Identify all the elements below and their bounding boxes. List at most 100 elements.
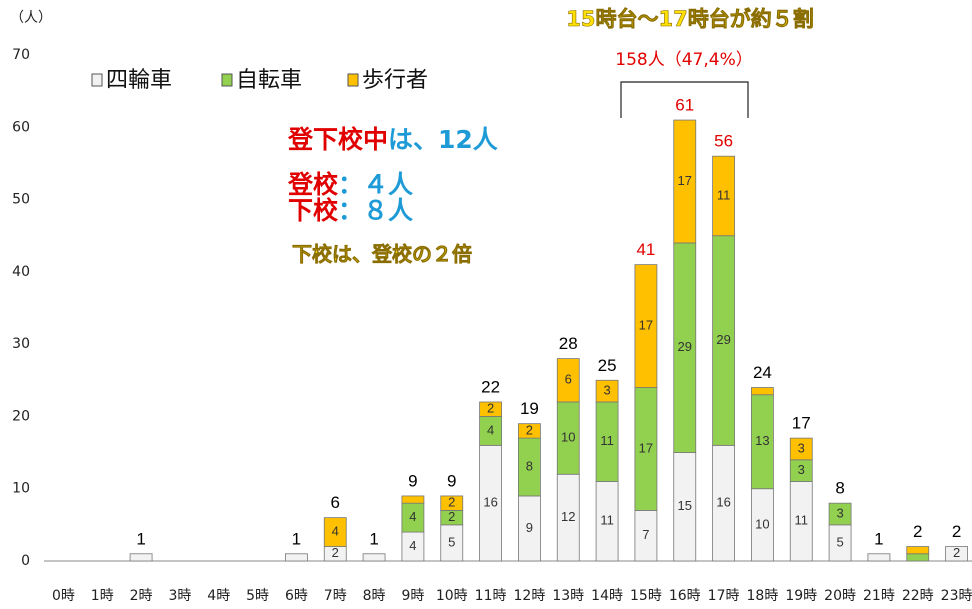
x-tick-label: 15時 [630, 588, 662, 604]
bar-segment [402, 496, 424, 503]
segment-label: 17 [639, 318, 653, 333]
segment-label: 5 [448, 534, 455, 549]
bar-segment [751, 388, 773, 395]
segment-label: 6 [565, 372, 572, 387]
chart: （人） 15時台～17時台が約５割 158人（47,4%） 0 10 20 30 40 5… [0, 0, 972, 609]
total-label: 6 [331, 493, 340, 512]
total-label: 2 [913, 522, 922, 541]
total-label: 8 [835, 479, 844, 498]
x-tick-label: 3時 [168, 588, 191, 604]
note-part: 下校 [288, 196, 339, 225]
segment-label: 4 [332, 524, 339, 539]
segment-label: 17 [639, 440, 653, 455]
segment-label: 3 [603, 383, 610, 398]
x-tick-label: 13時 [552, 588, 584, 604]
segment-label: 11 [600, 433, 614, 448]
segment-label: 9 [526, 520, 533, 535]
segment-label: 11 [600, 513, 614, 528]
x-tick-label: 4時 [207, 588, 230, 604]
total-label: 9 [408, 471, 417, 490]
legend-swatch [222, 74, 232, 86]
y-tick-label: 60 [12, 119, 30, 135]
segment-label: 4 [409, 509, 416, 524]
segment-label: 11 [795, 513, 809, 528]
y-axis-unit: （人） [10, 10, 52, 26]
note-part: 登校 [287, 170, 339, 199]
x-tick-label: 11時 [475, 588, 507, 604]
x-tick-label: 19時 [785, 588, 817, 604]
legend-swatch [348, 74, 358, 86]
note: 登校：４人 [287, 170, 413, 199]
note: 下校：８人 [288, 196, 413, 225]
x-tick-label: 22時 [902, 588, 934, 604]
x-tick-label: 14時 [591, 588, 623, 604]
segment-label: 12 [561, 509, 575, 524]
x-tick-label: 0時 [52, 588, 75, 604]
segment-label: 5 [836, 534, 843, 549]
total-label: 56 [714, 132, 733, 151]
legend-label: 自転車 [236, 68, 302, 93]
segment-label: 17 [678, 173, 692, 188]
y-tick-label: 30 [12, 336, 30, 352]
segment-label: 16 [483, 495, 497, 510]
total-label: 61 [675, 96, 694, 115]
total-label: 19 [520, 399, 539, 418]
segment-label: 4 [409, 538, 416, 553]
total-label: 24 [753, 363, 772, 382]
note-part: ：８人 [338, 196, 413, 225]
note-part: 下校は、登校の２倍 [292, 242, 472, 266]
x-tick-label: 21時 [863, 588, 895, 604]
segment-label: 2 [487, 401, 494, 416]
legend-swatch [92, 74, 102, 86]
y-tick-label: 0 [21, 553, 30, 569]
y-tick-label: 70 [12, 47, 30, 63]
segment-label: 15 [678, 498, 692, 513]
segment-label: 2 [448, 495, 455, 510]
segment-label: 10 [755, 516, 769, 531]
total-label: 1 [292, 529, 301, 548]
headline: 15時台～17時台が約５割 [566, 7, 813, 31]
segment-label: 2 [332, 545, 339, 560]
note-part: 登下校中 [287, 125, 388, 154]
x-tick-label: 10時 [436, 588, 468, 604]
x-tick-label: 16時 [669, 588, 701, 604]
segment-label: 2 [953, 545, 960, 560]
y-tick-label: 20 [12, 408, 30, 424]
total-label: 28 [559, 334, 578, 353]
segment-label: 13 [755, 433, 769, 448]
x-tick-label: 17時 [708, 588, 740, 604]
segment-label: 7 [642, 527, 649, 542]
segment-label: 3 [798, 462, 805, 477]
segment-label: 11 [717, 187, 731, 202]
total-label: 1 [369, 529, 378, 548]
x-tick-label: 18時 [747, 588, 779, 604]
x-tick-label: 7時 [324, 588, 347, 604]
x-tick-label: 6時 [285, 588, 308, 604]
total-label: 25 [598, 356, 617, 375]
total-label: 22 [481, 377, 500, 396]
segment-label: 16 [716, 495, 730, 510]
x-tick-label: 12時 [514, 588, 546, 604]
y-tick-label: 40 [12, 264, 30, 280]
note: 下校は、登校の２倍 [292, 242, 472, 266]
total-label: 1 [874, 529, 883, 548]
bracket-label: 158人（47,4%） [615, 50, 752, 70]
x-tick-label: 23時 [941, 588, 972, 604]
bar-segment [907, 547, 929, 554]
total-label: 2 [952, 522, 961, 541]
note: 登下校中は、12人 [287, 125, 498, 154]
segment-label: 4 [487, 422, 494, 437]
note-part: ：４人 [338, 170, 413, 199]
bar-segment [130, 554, 152, 561]
segment-label: 29 [678, 339, 692, 354]
segment-label: 29 [716, 332, 730, 347]
y-tick-label: 10 [12, 481, 30, 497]
bar-segment [285, 554, 307, 561]
x-tick-label: 8時 [363, 588, 386, 604]
legend-label: 四輪車 [106, 68, 172, 93]
note-part: は、12人 [388, 125, 498, 154]
total-label: 41 [636, 240, 655, 259]
total-label: 9 [447, 471, 456, 490]
y-tick-label: 50 [12, 192, 30, 208]
bar-segment [363, 554, 385, 561]
